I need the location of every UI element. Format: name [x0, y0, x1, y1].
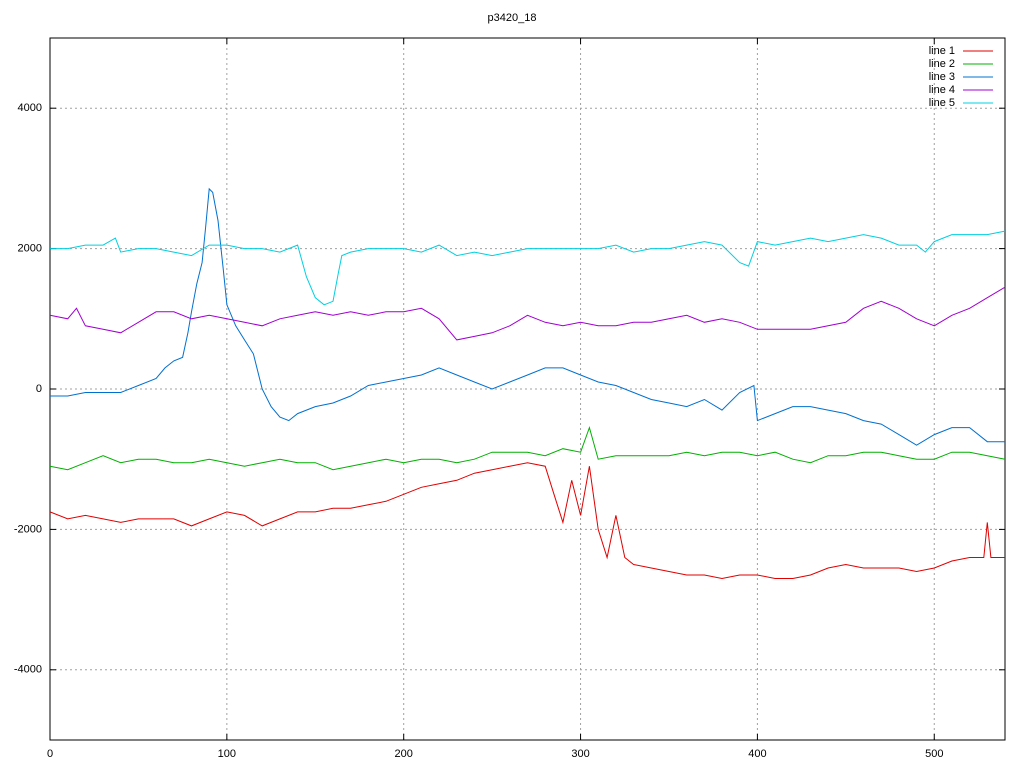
y-tick-label: 4000 — [18, 102, 42, 114]
legend-label: line 1 — [929, 45, 955, 57]
legend-label: line 5 — [929, 97, 955, 109]
y-tick-label: 0 — [36, 383, 42, 395]
line-series — [49, 462, 1005, 580]
x-tick-label: 400 — [748, 748, 766, 760]
y-tick-label: -2000 — [14, 523, 42, 535]
line-series — [49, 425, 1006, 471]
line-series — [50, 230, 1006, 306]
legend-label: line 4 — [929, 84, 955, 96]
y-tick-label: 2000 — [18, 243, 42, 255]
legend-label: line 3 — [929, 71, 955, 83]
x-tick-label: 200 — [395, 748, 413, 760]
chart-title: p3420_18 — [488, 12, 537, 24]
x-tick-label: 300 — [571, 748, 589, 760]
line-series — [50, 187, 1005, 446]
x-tick-label: 500 — [925, 748, 943, 760]
y-tick-label: -4000 — [14, 664, 42, 676]
x-tick-label: 100 — [218, 748, 236, 760]
legend-label: line 2 — [929, 58, 955, 70]
plot-border — [49, 37, 1006, 741]
x-tick-label: 0 — [47, 748, 53, 760]
line-series — [49, 286, 1006, 341]
